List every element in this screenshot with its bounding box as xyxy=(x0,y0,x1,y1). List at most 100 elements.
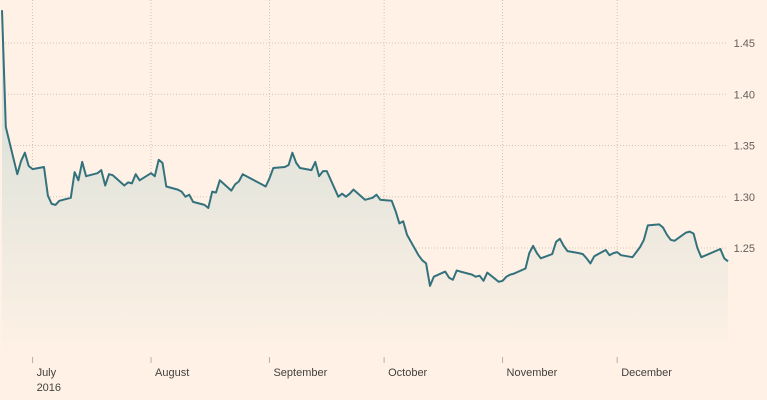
data-point xyxy=(402,220,404,222)
data-point xyxy=(261,183,263,185)
data-point xyxy=(16,173,18,175)
data-point xyxy=(398,222,400,224)
data-point xyxy=(612,252,614,254)
data-point xyxy=(337,196,339,198)
data-point xyxy=(32,168,34,170)
data-point xyxy=(513,273,515,275)
data-point xyxy=(395,210,397,212)
x-tick-label: August xyxy=(155,367,189,379)
data-point xyxy=(418,254,420,256)
series-line xyxy=(1,10,729,287)
data-point xyxy=(364,199,366,201)
data-point xyxy=(639,246,641,248)
data-point xyxy=(299,167,301,169)
data-point xyxy=(444,271,446,273)
data-point xyxy=(192,201,194,203)
data-point xyxy=(204,204,206,206)
data-point xyxy=(502,280,504,282)
data-point xyxy=(158,159,160,161)
data-point xyxy=(670,239,672,241)
data-point xyxy=(108,173,110,175)
data-point xyxy=(58,200,60,202)
data-point xyxy=(211,191,213,193)
x-tick-label: October xyxy=(388,367,427,379)
data-point xyxy=(318,175,320,177)
y-tick-label: 1.40 xyxy=(734,89,755,101)
data-point xyxy=(620,254,622,256)
data-point xyxy=(605,249,607,251)
x-tick-label: November xyxy=(507,367,558,379)
data-point xyxy=(112,174,114,176)
data-point xyxy=(536,252,538,254)
data-point xyxy=(406,234,408,236)
data-point xyxy=(43,166,45,168)
data-point xyxy=(632,256,634,258)
data-point xyxy=(589,262,591,264)
data-point xyxy=(123,185,125,187)
data-point xyxy=(483,280,485,282)
y-tick-label: 1.35 xyxy=(734,141,755,153)
data-point xyxy=(727,260,729,262)
data-point xyxy=(540,257,542,259)
data-point xyxy=(150,172,152,174)
data-point xyxy=(593,255,595,257)
data-point xyxy=(314,161,316,163)
y-tick-label: 1.25 xyxy=(734,243,755,255)
data-point xyxy=(498,281,500,283)
data-point xyxy=(77,179,79,181)
data-point xyxy=(567,250,569,252)
x-tick-label: July xyxy=(37,367,57,379)
data-point xyxy=(456,270,458,272)
data-point xyxy=(20,160,22,162)
data-point xyxy=(700,256,702,258)
data-point xyxy=(100,169,102,171)
data-point xyxy=(559,238,561,240)
data-point xyxy=(696,247,698,249)
x-tick-label: September xyxy=(273,367,327,379)
data-point xyxy=(284,166,286,168)
data-point xyxy=(131,182,133,184)
data-point xyxy=(368,198,370,200)
data-point xyxy=(379,199,381,201)
data-point xyxy=(555,241,557,243)
data-point xyxy=(74,171,76,173)
data-point xyxy=(448,277,450,279)
data-point xyxy=(582,253,584,255)
data-point xyxy=(353,189,355,191)
data-point xyxy=(291,152,293,154)
data-point xyxy=(257,181,259,183)
data-point xyxy=(215,192,217,194)
data-point xyxy=(234,183,236,185)
data-point xyxy=(47,195,49,197)
data-point xyxy=(55,204,57,206)
data-point xyxy=(471,274,473,276)
data-point xyxy=(326,170,328,172)
data-point xyxy=(5,126,7,128)
data-point xyxy=(609,254,611,256)
data-point xyxy=(425,262,427,264)
y-tick-label: 1.45 xyxy=(734,38,755,50)
data-point xyxy=(135,173,137,175)
data-point xyxy=(230,190,232,192)
data-point xyxy=(246,175,248,177)
data-point xyxy=(188,194,190,196)
data-point xyxy=(24,152,26,154)
data-point xyxy=(505,276,507,278)
data-point xyxy=(51,203,53,205)
data-point xyxy=(242,173,244,175)
data-point xyxy=(662,227,664,229)
data-point xyxy=(97,172,99,174)
data-point xyxy=(479,275,481,277)
data-point xyxy=(269,177,271,179)
data-point xyxy=(616,251,618,253)
data-point xyxy=(139,179,141,181)
data-point xyxy=(184,196,186,198)
series-area xyxy=(2,10,728,357)
data-point xyxy=(295,162,297,164)
data-point xyxy=(486,272,488,274)
data-point xyxy=(70,197,72,199)
data-point xyxy=(719,248,721,250)
data-point xyxy=(643,239,645,241)
data-point xyxy=(658,223,660,225)
